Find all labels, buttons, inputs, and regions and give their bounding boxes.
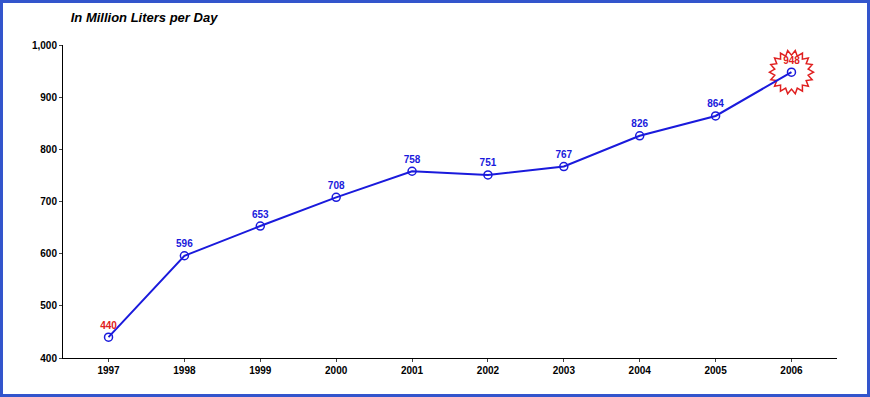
svg-text:2006: 2006	[780, 365, 803, 376]
svg-text:400: 400	[40, 353, 57, 364]
svg-text:708: 708	[328, 180, 345, 191]
svg-text:758: 758	[404, 154, 421, 165]
svg-text:2000: 2000	[325, 365, 348, 376]
svg-text:767: 767	[555, 149, 572, 160]
svg-text:500: 500	[40, 300, 57, 311]
svg-text:826: 826	[631, 118, 648, 129]
svg-text:596: 596	[176, 238, 193, 249]
svg-text:2004: 2004	[629, 365, 652, 376]
svg-text:In Million Liters per Day: In Million Liters per Day	[71, 10, 218, 25]
svg-text:1998: 1998	[173, 365, 196, 376]
svg-text:1999: 1999	[249, 365, 272, 376]
svg-text:800: 800	[40, 144, 57, 155]
svg-text:2001: 2001	[401, 365, 424, 376]
svg-text:653: 653	[252, 209, 269, 220]
svg-text:2002: 2002	[477, 365, 500, 376]
svg-text:600: 600	[40, 248, 57, 259]
svg-text:864: 864	[707, 98, 724, 109]
svg-text:751: 751	[480, 157, 497, 168]
svg-text:1997: 1997	[97, 365, 120, 376]
svg-text:2005: 2005	[704, 365, 727, 376]
svg-text:948: 948	[783, 55, 800, 66]
svg-text:440: 440	[100, 320, 117, 331]
svg-text:1,000: 1,000	[32, 40, 57, 51]
svg-text:700: 700	[40, 196, 57, 207]
svg-text:900: 900	[40, 92, 57, 103]
svg-text:2003: 2003	[553, 365, 576, 376]
